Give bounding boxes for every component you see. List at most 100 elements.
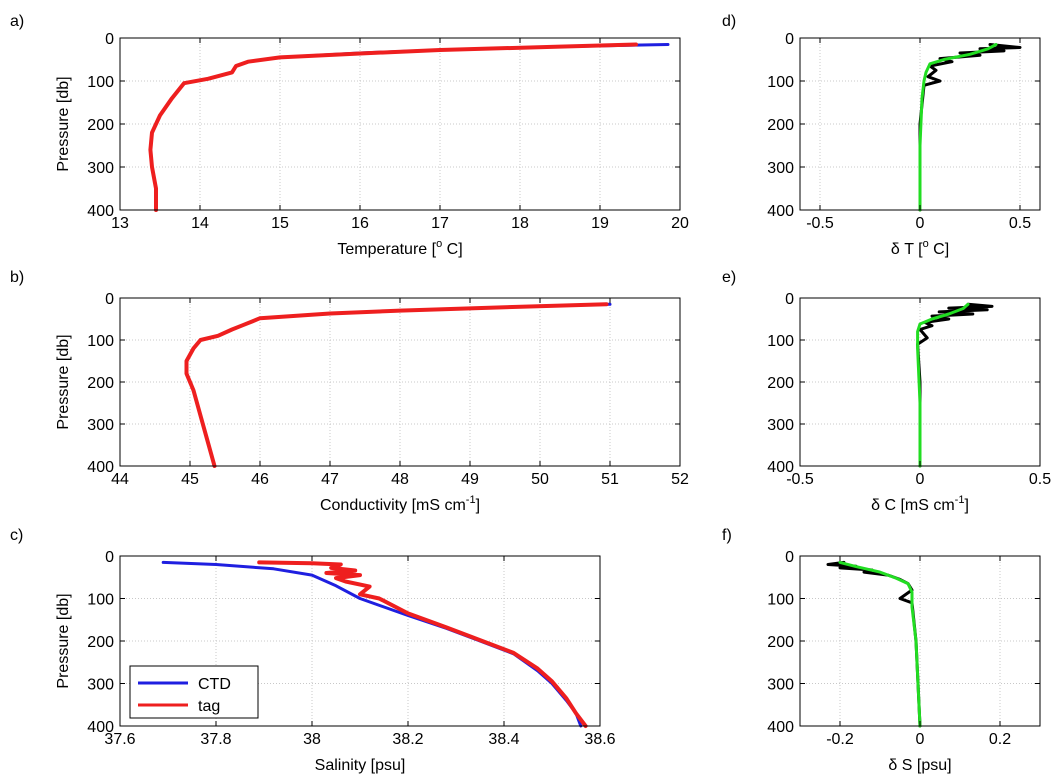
- x-tick-label: 20: [671, 215, 689, 232]
- x-tick-label: 37.6: [104, 731, 135, 748]
- y-tick-label: 300: [87, 160, 114, 177]
- x-tick-label: 0: [916, 471, 925, 488]
- x-axis-label-tail: C]: [442, 241, 462, 258]
- x-axis-label-text: Conductivity [mS cm: [320, 497, 466, 514]
- y-tick-label: 100: [767, 592, 794, 609]
- panel-a: 13 14 15 16 17 18 19 200100200300400Temperature…: [10, 13, 689, 258]
- y-tick-label: 300: [87, 417, 114, 434]
- x-tick-label: 44: [111, 471, 129, 488]
- series-line-tag: [184, 302, 609, 468]
- x-axis-label-text: δ S [psu]: [888, 757, 951, 774]
- x-axis-label-superscript: o: [436, 238, 442, 250]
- y-tick-label: 100: [87, 592, 114, 609]
- x-tick-label: 18: [511, 215, 529, 232]
- y-tick-label: 0: [785, 291, 794, 308]
- x-axis-label-superscript: -1: [955, 494, 965, 506]
- y-tick-label: 200: [767, 375, 794, 392]
- x-tick-label: 38.4: [488, 731, 519, 748]
- x-axis-label-text: Salinity [psu]: [315, 757, 406, 774]
- legend: CTD tag: [129, 665, 259, 719]
- x-tick-label: 19: [591, 215, 609, 232]
- x-tick-label: 38.6: [584, 731, 615, 748]
- x-tick-label: 0: [916, 731, 925, 748]
- panel-e: -0.5 0 0.5 0 100 200 300 400 δ C [mS cm-1] e): [722, 269, 1051, 514]
- x-tick-label: 16: [351, 215, 369, 232]
- y-tick-label: 200: [767, 634, 794, 651]
- y-tick-label: 400: [87, 203, 114, 220]
- panel-label: f): [722, 527, 732, 544]
- y-tick-label: 300: [767, 160, 794, 177]
- y-tick-label: 400: [87, 459, 114, 476]
- x-tick-label: 45: [181, 471, 199, 488]
- panel-f: -0.2 0 0.2 0 100 200 300 400 δ S [psu] f): [722, 527, 1041, 774]
- y-tick-label: 100: [87, 74, 114, 91]
- y-tick-label: 100: [87, 333, 114, 350]
- y-tick-label: 200: [87, 117, 114, 134]
- x-axis-label-text: Temperature [: [337, 241, 436, 258]
- x-tick-label: 47: [321, 471, 339, 488]
- x-axis-label: δ T [o C]: [891, 238, 949, 258]
- x-tick-label: 0.5: [1009, 215, 1031, 232]
- legend-label-tag: tag: [198, 698, 220, 715]
- y-axis-label: Pressure [db]: [55, 76, 72, 171]
- x-axis-label-superscript: o: [923, 238, 929, 250]
- legend-label-ctd: CTD: [198, 676, 231, 693]
- x-tick-label: 0.5: [1029, 471, 1051, 488]
- x-tick-label: -0.5: [786, 471, 814, 488]
- legend-box: [129, 665, 259, 719]
- y-tick-label: 0: [105, 549, 114, 566]
- series-line-smoothed: [838, 560, 922, 728]
- y-tick-label: 200: [767, 117, 794, 134]
- x-tick-label: 38.2: [392, 731, 423, 748]
- x-tick-label: 37.8: [200, 731, 231, 748]
- y-tick-label: 400: [767, 459, 794, 476]
- y-tick-label: 0: [785, 31, 794, 48]
- series-line-smoothed: [918, 43, 998, 212]
- x-tick-label: -0.5: [806, 215, 834, 232]
- panel-label: e): [722, 269, 736, 286]
- x-tick-label: 52: [671, 471, 689, 488]
- x-axis-label: Salinity [psu]: [315, 757, 406, 774]
- panel-d: -0.5 0 0.5 0 100 200 300 400 δ T [o C] d): [722, 13, 1041, 258]
- y-tick-label: 400: [87, 719, 114, 736]
- y-tick-label: 300: [87, 677, 114, 694]
- panel-b: 44 45 46 47 48 49 50 51 52 0 100 200 300 400 Conductiv…: [10, 269, 689, 514]
- x-tick-label: 0.2: [989, 731, 1011, 748]
- y-tick-label: 0: [105, 31, 114, 48]
- panel-label: a): [10, 13, 24, 30]
- x-axis-label-superscript: -1: [466, 494, 476, 506]
- x-tick-label: 46: [251, 471, 269, 488]
- x-tick-label: 0: [916, 215, 925, 232]
- y-tick-label: 200: [87, 375, 114, 392]
- panel-label: b): [10, 269, 24, 286]
- y-axis-label: Pressure [db]: [55, 593, 72, 688]
- x-axis-label: Conductivity [mS cm-1]: [320, 494, 480, 514]
- x-tick-label: 14: [191, 215, 209, 232]
- x-tick-label: 17: [431, 215, 449, 232]
- series-line-tag: [148, 42, 638, 212]
- y-tick-label: 0: [785, 549, 794, 566]
- series-line-tag: [257, 560, 588, 728]
- series-line-smoothed: [916, 302, 970, 468]
- x-tick-label: 15: [271, 215, 289, 232]
- y-tick-label: 200: [87, 634, 114, 651]
- y-tick-label: 100: [767, 74, 794, 91]
- x-tick-label: 50: [531, 471, 549, 488]
- x-axis-label: δ S [psu]: [888, 757, 951, 774]
- y-axis-label: Pressure [db]: [55, 334, 72, 429]
- x-tick-label: 49: [461, 471, 479, 488]
- panel-label: d): [722, 13, 736, 30]
- y-tick-label: 400: [767, 719, 794, 736]
- y-tick-label: 300: [767, 677, 794, 694]
- x-axis-label-text: δ T [: [891, 241, 923, 258]
- panel-c: 37.6 37.8 38 38.2 38.4 38.6 0 100 200 300 400 Salin…: [10, 527, 616, 774]
- x-tick-label: 38: [303, 731, 321, 748]
- y-tick-label: 300: [767, 417, 794, 434]
- x-tick-label: 48: [391, 471, 409, 488]
- x-tick-label: -0.2: [826, 731, 854, 748]
- x-axis-label: δ C [mS cm-1]: [871, 494, 969, 514]
- x-tick-label: 13: [111, 215, 129, 232]
- y-tick-label: 100: [767, 333, 794, 350]
- y-tick-label: 400: [767, 203, 794, 220]
